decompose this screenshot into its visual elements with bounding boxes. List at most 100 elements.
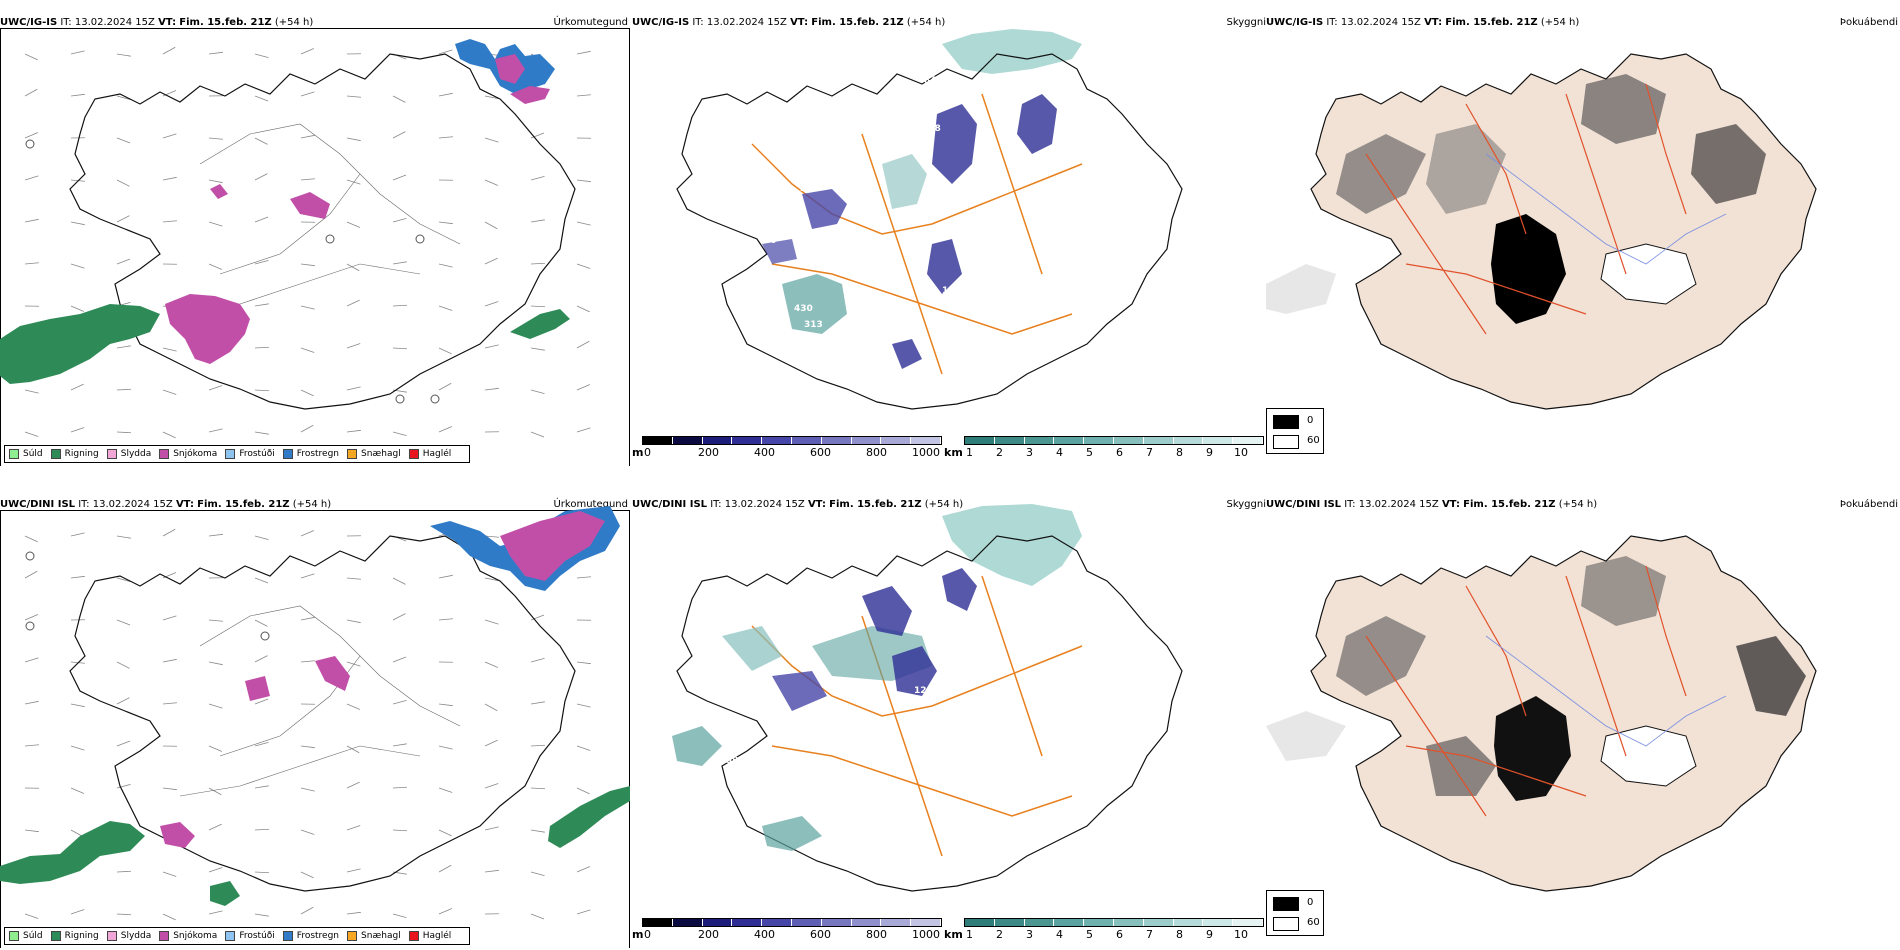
wind-barb bbox=[116, 783, 131, 789]
wind-barb bbox=[484, 703, 498, 712]
wind-barb bbox=[392, 217, 407, 223]
panel-type-title: Úrkomutegund bbox=[553, 499, 628, 510]
fog-panel-bottom: UWC/DINI ISL IT: 13.02.2024 15Z VT: Fim.… bbox=[1266, 496, 1900, 948]
height-tick: 600 bbox=[810, 928, 831, 941]
wind-barb bbox=[208, 428, 223, 433]
wind-barb bbox=[438, 221, 453, 225]
height-tick: 400 bbox=[754, 446, 775, 459]
panel-header: UWC/DINI ISL IT: 13.02.2024 15Z VT: Fim.… bbox=[632, 499, 964, 510]
height-unit: m bbox=[632, 446, 644, 459]
wind-barb bbox=[392, 261, 407, 265]
vis-tick: 6 bbox=[1116, 928, 1123, 941]
wind-barb bbox=[438, 703, 453, 707]
wind-barb bbox=[300, 424, 314, 433]
wind-barb bbox=[254, 828, 270, 831]
visibility-panel-top: UWC/IG-IS IT: 13.02.2024 15Z VT: Fim. 15… bbox=[632, 14, 1266, 466]
wind-barb bbox=[438, 382, 452, 391]
vis-tick: 1 bbox=[966, 928, 973, 941]
wind-barb bbox=[300, 347, 315, 353]
wind-barb bbox=[530, 871, 545, 877]
wind-barb bbox=[208, 221, 223, 227]
wind-barb bbox=[24, 132, 39, 139]
height-scale-bar bbox=[642, 918, 942, 927]
wind-barb bbox=[576, 50, 591, 55]
legend-item: Frostúði bbox=[225, 449, 275, 459]
wind-barb bbox=[208, 661, 223, 666]
wind-barb bbox=[116, 697, 130, 705]
wind-barb bbox=[208, 703, 223, 709]
vis-tick: 3 bbox=[1026, 446, 1033, 459]
wind-barb bbox=[24, 53, 38, 61]
wind-barb bbox=[346, 703, 361, 710]
map-label: 83 bbox=[742, 670, 755, 680]
wind-barb bbox=[300, 906, 314, 915]
vis-tick: 7 bbox=[1146, 446, 1153, 459]
wind-barb bbox=[254, 619, 268, 627]
map-label: 68 bbox=[767, 312, 780, 322]
precip-panel-bottom: UWC/DINI ISL IT: 13.02.2024 15Z VT: Fim.… bbox=[0, 496, 632, 948]
height-tick: 1000 bbox=[912, 928, 940, 941]
wind-barb bbox=[254, 535, 269, 541]
wind-barb bbox=[346, 619, 361, 624]
vis-tick: 5 bbox=[1086, 928, 1093, 941]
wind-barb bbox=[254, 389, 270, 392]
wind-barb bbox=[530, 305, 546, 308]
wind-barb bbox=[392, 95, 406, 103]
map-label: 243 bbox=[884, 548, 903, 558]
wind-barb bbox=[576, 909, 591, 915]
wind-barb bbox=[576, 745, 591, 751]
wind-barb bbox=[300, 871, 314, 879]
wind-barb bbox=[24, 913, 39, 919]
map-label: 319 bbox=[900, 714, 919, 724]
wind-barb bbox=[392, 613, 406, 621]
legend-item: Snæhagl bbox=[347, 449, 401, 459]
wind-barb bbox=[392, 304, 408, 307]
vis-tick: 2 bbox=[996, 446, 1003, 459]
map-label: 394 bbox=[726, 756, 745, 766]
panel-type-title: Skyggni bbox=[1226, 499, 1266, 510]
legend-item: Snjókoma bbox=[159, 449, 217, 459]
visibility-scale-bar bbox=[964, 918, 1264, 927]
wind-barb bbox=[576, 576, 591, 579]
wind-barb bbox=[392, 699, 407, 705]
map-frame bbox=[0, 28, 630, 466]
wind-barb bbox=[162, 90, 177, 97]
wind-barb bbox=[254, 137, 268, 145]
wind-barb bbox=[70, 787, 85, 794]
visibility-panel-bottom: UWC/DINI ISL IT: 13.02.2024 15Z VT: Fim.… bbox=[632, 496, 1266, 948]
legend-item: Snæhagl bbox=[347, 931, 401, 941]
wind-barb bbox=[392, 347, 408, 350]
height-tick: 0 bbox=[644, 446, 651, 459]
legend-item: Frostregn bbox=[282, 931, 339, 941]
wind-barb bbox=[346, 825, 361, 831]
legend-swatch bbox=[347, 931, 358, 941]
wind-barb bbox=[346, 263, 360, 272]
wind-barb bbox=[162, 871, 177, 877]
wind-barb bbox=[70, 745, 85, 751]
visibility-unit: km bbox=[944, 928, 963, 941]
fog-legend-high: 0 bbox=[1307, 897, 1314, 908]
wind-barb bbox=[70, 93, 85, 97]
wind-barb bbox=[530, 431, 545, 438]
wind-barb bbox=[208, 619, 223, 622]
legend-item: Slydda bbox=[106, 449, 151, 459]
wind-barb bbox=[438, 263, 453, 268]
wind-barb bbox=[530, 744, 546, 747]
legend-item: Haglél bbox=[408, 931, 451, 941]
panel-header: UWC/DINI ISL IT: 13.02.2024 15Z VT: Fim.… bbox=[1266, 499, 1598, 510]
wind-barb bbox=[162, 658, 177, 663]
legend-swatch bbox=[159, 931, 170, 941]
legend-swatch bbox=[9, 931, 19, 941]
wind-barb bbox=[254, 216, 269, 223]
fog-swatch-low bbox=[1273, 917, 1299, 931]
wind-barb bbox=[70, 305, 85, 312]
wind-barb bbox=[254, 303, 269, 307]
wind-barb bbox=[300, 91, 315, 97]
wind-barb bbox=[208, 385, 223, 391]
wind-barb bbox=[24, 88, 38, 97]
wind-barb bbox=[24, 614, 39, 621]
map-label: 313 bbox=[804, 320, 823, 330]
legend-item: Rigning bbox=[50, 449, 99, 459]
map-label: 128 bbox=[922, 124, 941, 134]
wind-barb bbox=[392, 743, 407, 747]
